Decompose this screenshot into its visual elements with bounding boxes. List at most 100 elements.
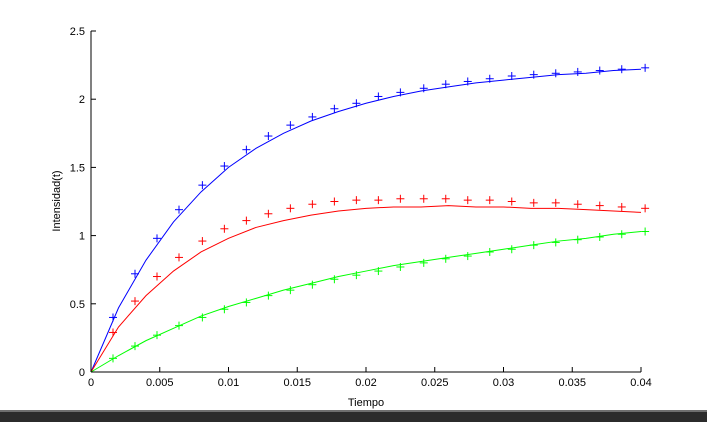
series-3-marker [242,298,251,307]
series-2-line [90,205,642,373]
series-2-marker [551,198,560,207]
series-3-marker [308,280,317,289]
x-tick-label: 0 [88,377,94,389]
y-tick-label: 0.5 [70,299,85,311]
series-1-marker [264,132,273,141]
series-2-marker [507,197,516,206]
series-1-marker [396,88,405,97]
series-3-marker [330,275,339,284]
series-3-marker [641,227,650,236]
series-1-marker [109,313,117,322]
line-chart: 0 0.005 0.01 0.015 0.02 0.025 0.03 0.035 0.04 0 0.… [51,26,652,409]
series-3-marker [441,254,450,263]
series-2-marker [352,196,361,205]
series-3-marker [573,235,582,244]
series-2-marker [175,253,183,262]
series-2-marker [286,204,295,213]
x-tick-label: 0.015 [283,377,311,389]
series-1-marker [641,63,650,72]
y-tick-label: 1 [79,231,85,243]
series-layer [90,63,650,373]
series-2-marker [463,196,472,205]
window-bottom-border [0,410,707,422]
series-2-marker [529,198,538,207]
series-3-marker [617,230,626,239]
series-3-marker [264,291,273,300]
series-1-marker [441,80,450,89]
y-tick-label: 0 [79,367,85,379]
series-3-marker [529,241,538,250]
series-2-marker [220,224,229,233]
series-1-marker [617,65,626,74]
y-tick-label: 1.5 [70,162,85,174]
y-tick-label: 2.5 [70,26,85,38]
series-3-marker [419,258,428,267]
x-tick-label: 0.025 [421,377,449,389]
series-1-marker [242,145,251,154]
y-axis-label: Intensidad(t) [51,170,63,231]
series-1-line [90,68,642,373]
series-2-marker [617,202,626,211]
y-tick-label: 2 [79,94,85,106]
x-tick-label: 0.005 [146,377,174,389]
series-3-line [90,231,642,373]
series-1-marker [529,70,538,79]
series-3-marker [551,238,560,247]
series-3-marker [220,305,229,314]
x-tick-label: 0.02 [355,377,376,389]
series-1-marker [286,121,295,130]
series-2-marker [308,200,317,209]
series-2-marker [374,196,383,205]
series-2-marker [109,328,117,337]
series-3-marker [198,313,207,322]
series-3-marker [286,286,295,295]
series-2-marker [264,209,273,218]
series-3-marker [352,271,361,280]
series-1-marker [175,205,183,214]
x-tick-label: 0.01 [218,377,239,389]
series-2-marker [396,194,405,203]
series-3-marker [507,245,516,254]
series-1-marker [485,74,494,83]
series-1-marker [507,72,516,81]
series-3-marker [396,262,405,271]
series-2-marker [198,237,207,246]
series-1-marker [573,67,582,76]
ticks-layer: 0 0.005 0.01 0.015 0.02 0.025 0.03 0.035 0.04 0 0.… [70,26,652,389]
series-2-marker [573,200,582,209]
x-tick-label: 0.04 [630,377,651,389]
series-2-marker [419,194,428,203]
series-3-marker [485,247,494,256]
series-1-marker [463,77,472,86]
series-3-marker [374,267,383,276]
series-1-marker [419,84,428,93]
series-1-marker [220,162,229,171]
series-2-marker [641,204,650,213]
series-1-marker [198,181,207,190]
series-2-marker [131,297,139,306]
series-2-marker [441,194,450,203]
x-tick-label: 0.035 [558,377,586,389]
plot-area [91,31,641,372]
series-3-marker [131,342,139,351]
series-1-marker [352,99,361,108]
series-1-marker [330,104,339,113]
series-3-marker [175,321,183,330]
series-2-marker [485,196,494,205]
series-1-marker [374,92,383,101]
series-3-marker [463,252,472,261]
series-1-marker [153,234,161,243]
series-2-marker [153,272,161,281]
series-3-marker [595,232,604,241]
series-3-marker [153,331,161,340]
x-tick-label: 0.03 [493,377,514,389]
series-2-marker [330,197,339,206]
series-1-marker [308,112,317,121]
x-axis-label: Tiempo [348,397,384,409]
series-2-marker [242,216,251,225]
series-2-marker [595,201,604,210]
series-3-marker [109,354,117,363]
series-1-marker [131,269,139,278]
series-1-marker [595,66,604,75]
